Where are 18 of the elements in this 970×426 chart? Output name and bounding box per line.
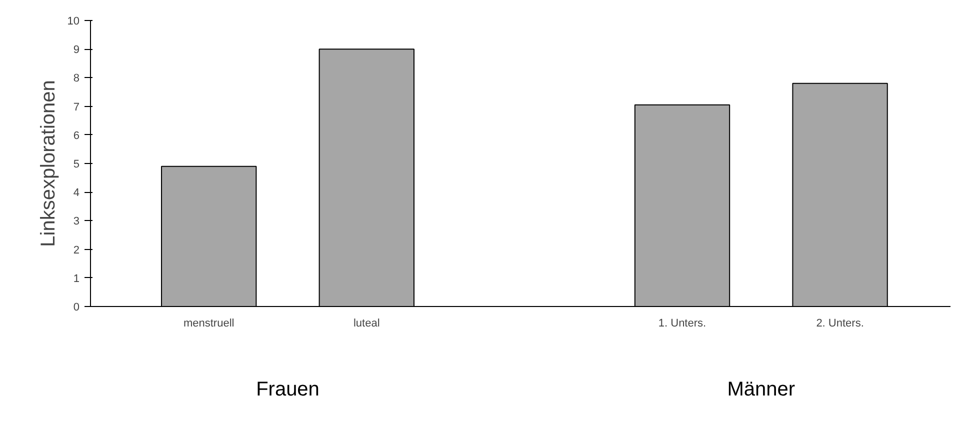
x-tick-label: 2. Unters. [816, 318, 864, 330]
y-tick-label: 8 [73, 72, 80, 85]
y-tick-label: 10 [67, 16, 80, 28]
y-tick-label: 9 [73, 44, 80, 56]
y-tick-label: 1 [73, 272, 80, 285]
y-tick-label: 6 [73, 130, 80, 142]
y-tick-label: 2 [73, 244, 80, 256]
y-tick-label: 5 [73, 158, 80, 170]
y-tick-label: 3 [73, 216, 80, 228]
y-axis-title: Linksexplorationen [37, 80, 60, 247]
x-tick-label: menstruell [183, 318, 234, 330]
x-tick-label: 1. Unters. [658, 318, 706, 330]
y-tick-label: 7 [73, 101, 80, 114]
text: Männer [727, 378, 796, 400]
y-tick-label: 0 [73, 302, 80, 314]
x-tick-label: luteal [354, 318, 380, 330]
text: Frauen [256, 378, 320, 400]
y-tick-label: 4 [73, 187, 80, 200]
